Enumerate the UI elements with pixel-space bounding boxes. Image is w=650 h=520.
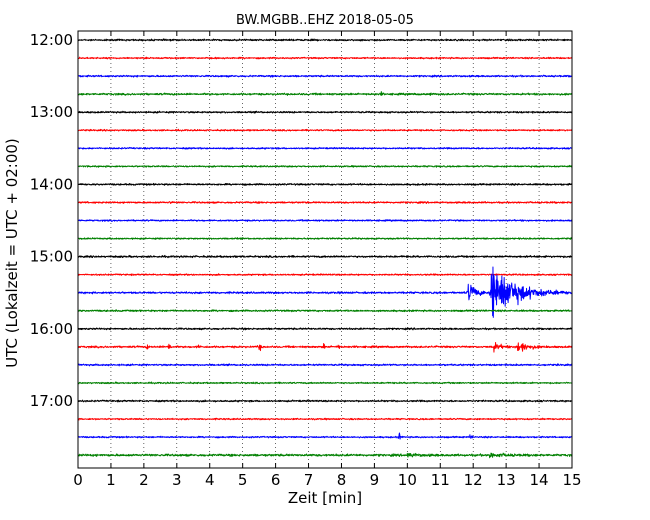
y-tick-label: 17:00 [30, 392, 73, 410]
x-tick-label: 9 [370, 471, 380, 489]
y-tick-label: 12:00 [30, 31, 73, 49]
x-tick-label: 10 [398, 471, 417, 489]
x-tick-label: 4 [205, 471, 215, 489]
x-tick-label: 6 [271, 471, 281, 489]
trace-1230 [77, 74, 573, 78]
trace-1400 [77, 182, 573, 186]
trace-1715 [77, 417, 573, 421]
trace-1215 [77, 56, 573, 60]
x-tick-label: 5 [238, 471, 248, 489]
trace-1515 [77, 273, 573, 277]
x-tick-label: 15 [562, 471, 581, 489]
trace-1645 [77, 381, 573, 385]
y-ticks: 12:00 13:00 14:00 15:00 16:00 17:00 [30, 31, 572, 410]
plot-background [78, 31, 572, 468]
x-tick-label: 2 [139, 471, 149, 489]
y-tick-label: 15:00 [30, 248, 73, 266]
x-tick-label: 0 [73, 471, 83, 489]
trace-1500 [77, 254, 573, 259]
trace-1445 [77, 237, 573, 240]
x-axis-label: Zeit [min] [288, 489, 362, 507]
grid-lines [110, 31, 540, 468]
trace-1615 [77, 341, 573, 353]
trace-1415 [77, 200, 573, 204]
trace-1315 [77, 128, 573, 132]
x-tick-label: 14 [530, 471, 549, 489]
x-tick-label: 13 [497, 471, 516, 489]
trace-1530 [77, 266, 573, 318]
x-tick-label: 11 [431, 471, 450, 489]
trace-1700 [77, 399, 573, 403]
x-tick-label: 8 [337, 471, 347, 489]
y-tick-label: 16:00 [30, 320, 73, 338]
trace-1430 [77, 219, 573, 222]
trace-1730 [77, 432, 573, 440]
plot-frame [77, 30, 573, 469]
traces [77, 38, 573, 459]
chart-title: BW.MGBB..EHZ 2018-05-05 [236, 13, 414, 28]
trace-1245 [77, 91, 573, 96]
trace-1545 [77, 309, 573, 313]
y-axis-label: UTC (Lokalzeit = UTC + 02:00) [3, 138, 21, 368]
trace-1630 [77, 363, 573, 367]
trace-1745 [77, 452, 573, 459]
trace-1330 [77, 146, 573, 150]
trace-1300 [77, 110, 573, 114]
trace-1200 [77, 38, 573, 42]
trace-1345 [77, 164, 573, 168]
x-tick-label: 7 [304, 471, 314, 489]
x-ticks: 0 1 2 3 4 5 6 7 8 9 10 11 12 13 14 15 [73, 31, 582, 489]
trace-1600 [77, 327, 573, 331]
x-tick-label: 1 [106, 471, 116, 489]
y-tick-label: 13:00 [30, 103, 73, 121]
y-tick-label: 14:00 [30, 175, 73, 193]
x-tick-label: 12 [464, 471, 483, 489]
x-tick-label: 3 [172, 471, 182, 489]
